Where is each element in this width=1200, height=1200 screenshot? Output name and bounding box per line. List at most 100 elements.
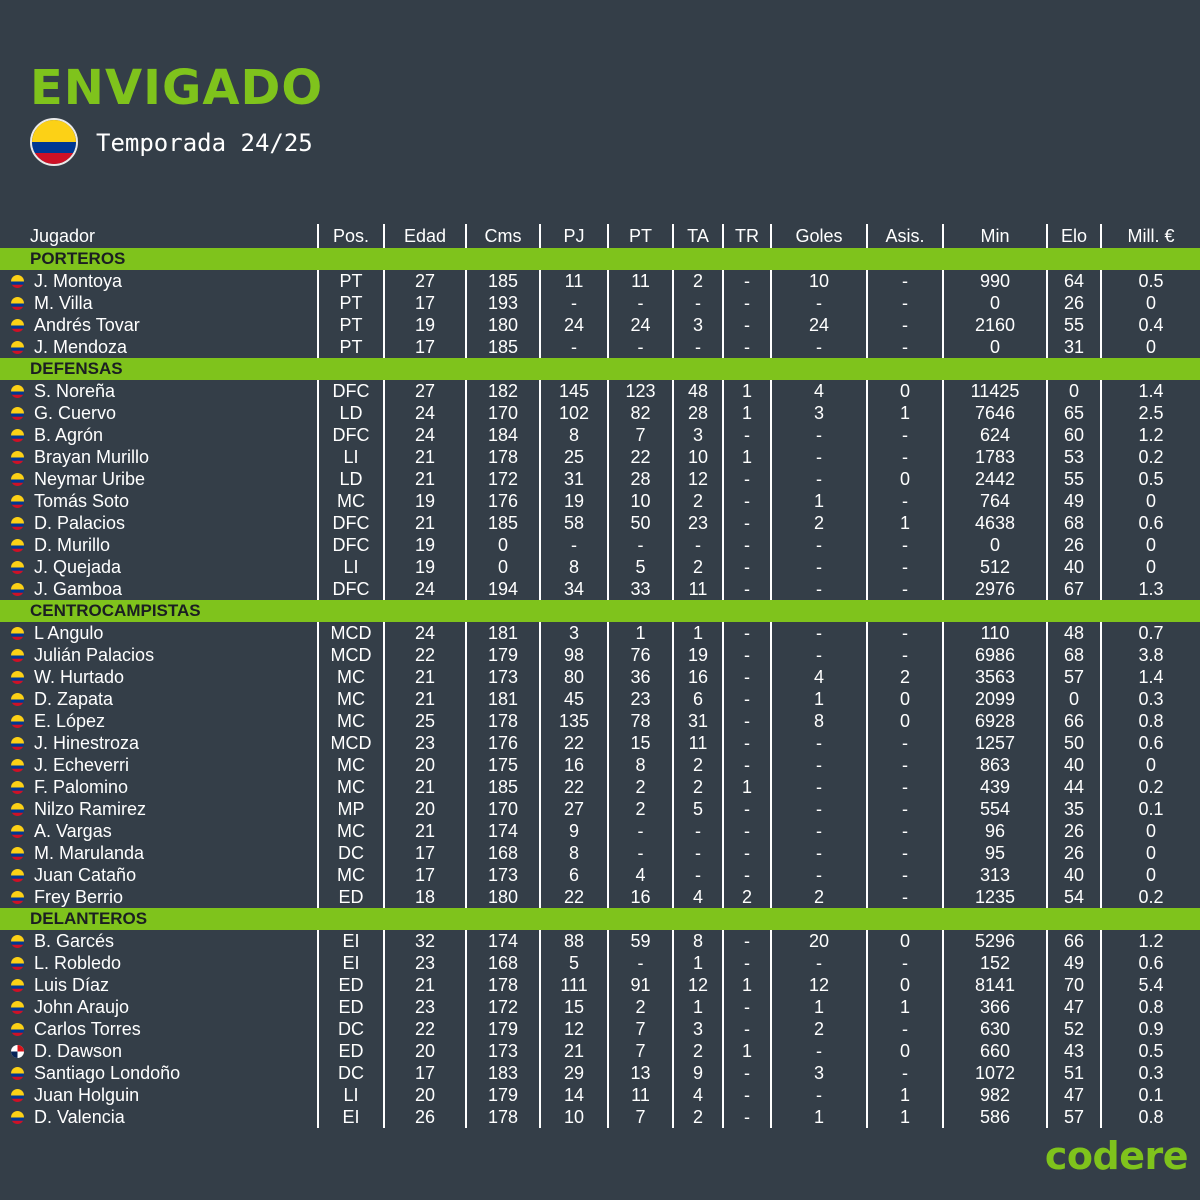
cell-name: B. Garcés — [0, 930, 317, 952]
cell-cms: 184 — [465, 424, 539, 446]
cell-goles: 24 — [770, 314, 866, 336]
cell-pt: 59 — [607, 930, 672, 952]
cell-ta: 2 — [672, 270, 722, 292]
cell-edad: 27 — [383, 380, 465, 402]
cell-pos: ED — [317, 886, 383, 908]
cell-ta: 11 — [672, 732, 722, 754]
cell-pos: ED — [317, 1040, 383, 1062]
cell-pj: - — [539, 292, 607, 314]
cell-tr: - — [722, 468, 770, 490]
cell-pj: 80 — [539, 666, 607, 688]
cell-pj: 8 — [539, 556, 607, 578]
cell-edad: 22 — [383, 1018, 465, 1040]
cell-pj: 111 — [539, 974, 607, 996]
cell-elo: 53 — [1046, 446, 1100, 468]
table-row: D. Valencia EI 26 178 10 7 2-1 1 586 57 0.8 — [0, 1106, 1200, 1128]
cell-ta: 12 — [672, 468, 722, 490]
table-header: Jugador Pos. Edad Cms PJ PT TA TR Goles Asis. Min E… — [0, 224, 1200, 248]
colombia-flag-icon — [11, 583, 24, 596]
cell-elo: 31 — [1046, 336, 1100, 358]
cell-name: Frey Berrio — [0, 886, 317, 908]
cell-mill: 1.2 — [1100, 930, 1200, 952]
cell-cms: 185 — [465, 336, 539, 358]
cell-goles: 12 — [770, 974, 866, 996]
cell-min: 7646 — [942, 402, 1046, 424]
section-header: DEFENSAS — [0, 358, 1200, 380]
cell-asis: 0 — [866, 710, 942, 732]
cell-goles: - — [770, 556, 866, 578]
cell-mill: 2.5 — [1100, 402, 1200, 424]
colombia-flag-icon — [11, 429, 24, 442]
cell-name: W. Hurtado — [0, 666, 317, 688]
cell-tr: 1 — [722, 380, 770, 402]
cell-cms: 172 — [465, 468, 539, 490]
cell-name: A. Vargas — [0, 820, 317, 842]
cell-edad: 17 — [383, 1062, 465, 1084]
cell-pt: 4 — [607, 864, 672, 886]
cell-pt: 10 — [607, 490, 672, 512]
cell-cms: 168 — [465, 952, 539, 974]
cell-edad: 20 — [383, 1084, 465, 1106]
cell-elo: 51 — [1046, 1062, 1100, 1084]
cell-goles: - — [770, 534, 866, 556]
cell-cms: 181 — [465, 688, 539, 710]
cell-elo: 64 — [1046, 270, 1100, 292]
colombia-flag-icon — [11, 957, 24, 970]
cell-edad: 21 — [383, 512, 465, 534]
cell-edad: 21 — [383, 446, 465, 468]
cell-min: 110 — [942, 622, 1046, 644]
table-row: Juan Holguin LI 20 179 14 11 4- -1 982 47 0.1 — [0, 1084, 1200, 1106]
cell-mill: 0.8 — [1100, 1106, 1200, 1128]
cell-cms: 185 — [465, 512, 539, 534]
cell-pt: 15 — [607, 732, 672, 754]
cell-cms: 170 — [465, 798, 539, 820]
cell-ta: 1 — [672, 996, 722, 1018]
table-row: J. Echeverri MC 20 175 16 8 2- - -863 40 0 — [0, 754, 1200, 776]
cell-tr: - — [722, 952, 770, 974]
cell-ta: 1 — [672, 622, 722, 644]
colombia-flag-icon — [11, 451, 24, 464]
cell-cms: 173 — [465, 1040, 539, 1062]
cell-mill: 1.4 — [1100, 380, 1200, 402]
cell-min: 439 — [942, 776, 1046, 798]
cell-elo: 50 — [1046, 732, 1100, 754]
colombia-flag-icon — [11, 627, 24, 640]
table-row: J. Mendoza PT 17 185- - - - - -0 31 0 — [0, 336, 1200, 358]
cell-mill: 0 — [1100, 534, 1200, 556]
cell-pos: MC — [317, 710, 383, 732]
cell-elo: 48 — [1046, 622, 1100, 644]
cell-min: 2099 — [942, 688, 1046, 710]
cell-name: J. Montoya — [0, 270, 317, 292]
column-header: Elo — [1046, 224, 1100, 248]
cell-cms: 174 — [465, 820, 539, 842]
player-name: Carlos Torres — [34, 1019, 141, 1039]
table-row: Neymar Uribe LD 21 172 31 28 12- -0 2442 55 0.5 — [0, 468, 1200, 490]
cell-min: 764 — [942, 490, 1046, 512]
cell-mill: 0.3 — [1100, 688, 1200, 710]
colombia-flag-icon — [11, 385, 24, 398]
cell-min: 8141 — [942, 974, 1046, 996]
cell-pt: 2 — [607, 798, 672, 820]
cell-goles: - — [770, 468, 866, 490]
cell-ta: - — [672, 336, 722, 358]
cell-cms: 173 — [465, 666, 539, 688]
cell-goles: - — [770, 292, 866, 314]
cell-min: 0 — [942, 292, 1046, 314]
cell-edad: 19 — [383, 314, 465, 336]
cell-ta: - — [672, 842, 722, 864]
colombia-flag-icon — [30, 118, 78, 166]
cell-edad: 25 — [383, 710, 465, 732]
colombia-flag-icon — [11, 737, 24, 750]
cell-mill: 0.7 — [1100, 622, 1200, 644]
cell-cms: 180 — [465, 314, 539, 336]
cell-pj: 12 — [539, 1018, 607, 1040]
cell-goles: 8 — [770, 710, 866, 732]
cell-goles: 2 — [770, 1018, 866, 1040]
cell-tr: - — [722, 864, 770, 886]
cell-ta: 2 — [672, 1040, 722, 1062]
cell-cms: 170 — [465, 402, 539, 424]
cell-min: 6986 — [942, 644, 1046, 666]
cell-elo: 55 — [1046, 314, 1100, 336]
colombia-flag-icon — [11, 1001, 24, 1014]
colombia-flag-icon — [11, 297, 24, 310]
